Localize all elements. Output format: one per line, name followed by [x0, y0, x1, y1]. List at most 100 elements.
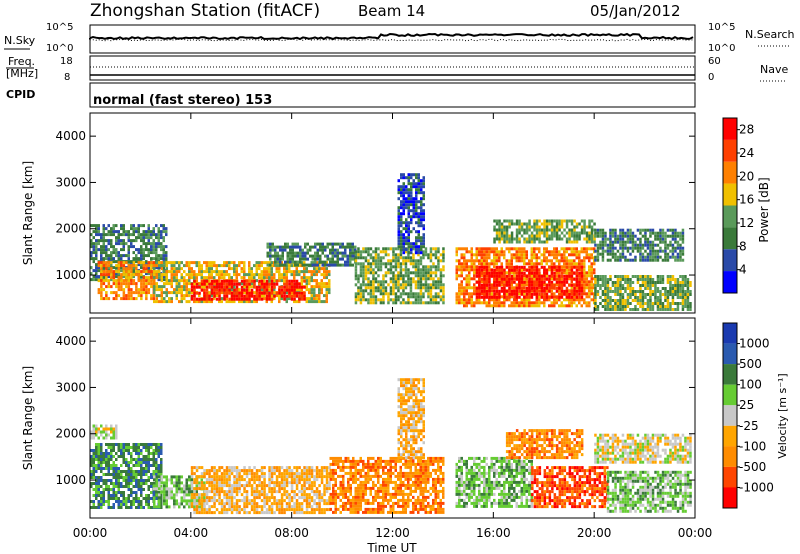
heatmap-cell [235, 264, 238, 268]
heatmap-cell [122, 267, 126, 271]
heatmap-cell [518, 268, 521, 272]
heatmap-cell [374, 265, 378, 269]
heatmap-cell [478, 268, 481, 272]
heatmap-cell [588, 222, 591, 226]
heatmap-cell [122, 500, 125, 503]
heatmap-cell [100, 455, 103, 458]
heatmap-cell [145, 264, 148, 268]
heatmap-cell [279, 263, 282, 267]
heatmap-cell [626, 237, 630, 241]
heatmap-cell [362, 298, 365, 302]
heatmap-cell [299, 254, 302, 258]
heatmap-cell [417, 253, 420, 257]
heatmap-cell [661, 308, 665, 311]
heatmap-cell [250, 282, 253, 286]
heatmap-cell [639, 278, 642, 281]
heatmap-cell [402, 301, 405, 305]
heatmap-cell [681, 258, 685, 262]
heatmap-cell [97, 458, 100, 461]
heatmap-cell [137, 251, 140, 255]
heatmap-cell [205, 300, 208, 304]
heatmap-cell [646, 255, 650, 259]
heatmap-cell [367, 280, 370, 284]
heatmap-cell [316, 248, 319, 252]
heatmap-cell [165, 267, 168, 271]
heatmap-cell [649, 299, 652, 302]
heatmap-cell [115, 236, 118, 240]
heatmap-cell [604, 302, 607, 305]
heatmap-cell [112, 482, 115, 485]
heatmap-cell [400, 245, 403, 249]
heatmap-cell [147, 248, 150, 252]
heatmap-cell [130, 473, 133, 476]
heatmap-cell [273, 282, 276, 286]
heatmap-cell [518, 237, 521, 241]
heatmap-cell [679, 252, 682, 256]
heatmap-cell [442, 247, 445, 251]
heatmap-cell [100, 503, 103, 506]
heatmap-cell [115, 279, 118, 283]
heatmap-cell [120, 485, 123, 488]
heatmap-cell [160, 242, 163, 246]
heatmap-cell [585, 225, 589, 229]
heatmap-cell [125, 242, 128, 246]
heatmap-cell [634, 299, 637, 302]
heatmap-cell [290, 297, 294, 301]
heatmap-cell [325, 291, 328, 295]
heatmap-cell [422, 286, 425, 290]
heatmap-cell [306, 242, 309, 246]
heatmap-cell [641, 258, 645, 262]
heatmap-cell [290, 270, 293, 274]
heatmap-cell [367, 283, 370, 287]
heatmap-cell [258, 294, 261, 298]
heatmap-cell [97, 455, 100, 458]
heatmap-cell [115, 248, 118, 252]
heatmap-cell [422, 277, 425, 281]
heatmap-cell [255, 288, 259, 292]
heatmap-cell [666, 290, 670, 293]
heatmap-cell [409, 259, 413, 263]
heatmap-cell [283, 270, 286, 274]
heatmap-cell [533, 253, 536, 257]
heatmap-cell [310, 300, 313, 304]
heatmap-cell [341, 254, 344, 258]
heatmap-cell [666, 258, 670, 262]
heatmap-cell [523, 240, 526, 244]
heatmap-cell [382, 280, 385, 284]
heatmap-cell [400, 191, 403, 195]
heatmap-cell [319, 257, 322, 261]
heatmap-cell [580, 231, 584, 235]
heatmap-cell [180, 267, 183, 271]
heatmap-cell [523, 247, 526, 251]
heatmap-cell [112, 485, 115, 488]
heatmap-cell [316, 251, 319, 255]
heatmap-cell [175, 294, 178, 298]
heatmap-cell [301, 257, 304, 261]
heatmap-cell [295, 291, 299, 295]
heatmap-cell [545, 274, 548, 278]
heatmap-cell [392, 286, 395, 290]
heatmap-cell [518, 274, 521, 278]
heatmap-cell [460, 292, 463, 296]
heatmap-cell [500, 234, 504, 238]
heatmap-cell [280, 288, 284, 292]
heatmap-cell [130, 297, 133, 301]
heatmap-cell [565, 247, 568, 251]
heatmap-cell [480, 280, 483, 284]
heatmap-cell [374, 298, 378, 302]
heatmap-cell [400, 230, 403, 234]
heatmap-cell [298, 285, 301, 289]
heatmap-cell [359, 265, 363, 269]
heatmap-cell [523, 283, 526, 287]
heatmap-cell [417, 233, 420, 237]
heatmap-cell [599, 275, 602, 278]
heatmap-cell [533, 219, 536, 223]
heatmap-cell [92, 245, 95, 249]
heatmap-cell [626, 287, 630, 290]
heatmap-cell [285, 270, 288, 274]
heatmap-cell [271, 254, 274, 258]
heatmap-cell [112, 476, 115, 479]
heatmap-cell [460, 253, 463, 257]
heatmap-cell [115, 494, 118, 497]
heatmap-cell [649, 290, 652, 293]
